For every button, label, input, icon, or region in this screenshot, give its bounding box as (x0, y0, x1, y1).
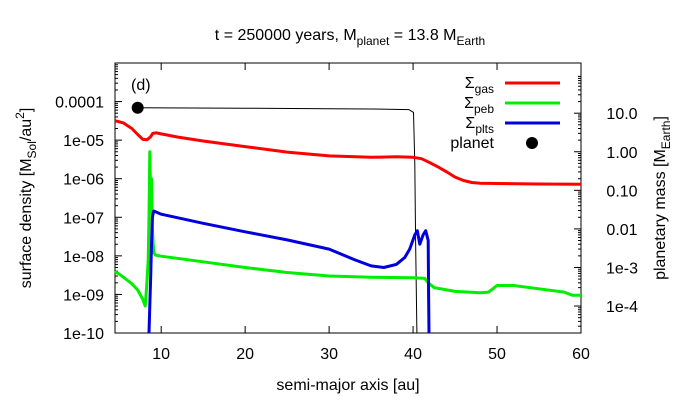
x-axis-label: semi-major axis [au] (276, 377, 419, 394)
chart-title: t = 250000 years, Mplanet = 13.8 MEarth (215, 27, 485, 48)
y-axis-left: 0.0001 1e-05 1e-06 1e-07 1e-08 1e-09 1e-10 (55, 64, 122, 343)
y-axis-right: 10.0 1.00 0.10 0.01 1e-3 1e-4 (574, 62, 638, 334)
y-right-tick-label: 1.00 (606, 145, 637, 162)
x-tick-label: 60 (572, 346, 590, 363)
planet-mass-line (137, 107, 418, 334)
y-left-tick-label: 1e-07 (63, 210, 104, 227)
x-tick-label: 40 (404, 346, 422, 363)
x-axis: 10 20 30 40 50 60 (152, 63, 590, 363)
y-left-tick-label: 1e-06 (63, 172, 104, 189)
plot-frame (114, 62, 582, 334)
legend-label-planet: planet (450, 135, 494, 152)
planetesimal-surface-density-line (147, 209, 431, 334)
gas-surface-density-line (114, 119, 582, 186)
planet-marker (131, 101, 144, 114)
x-tick-label: 30 (320, 346, 338, 363)
y-left-tick-label: 1e-10 (63, 326, 104, 343)
pebble-surface-density-line (114, 150, 581, 308)
legend-label-peb: Σpeb (464, 95, 494, 116)
y-right-tick-label: 10.0 (606, 106, 637, 123)
legend-marker-planet (526, 137, 538, 149)
y-axis-left-label: surface density [MSol/au2] (13, 108, 39, 289)
y-left-tick-label: 1e-09 (63, 287, 104, 304)
y-right-tick-label: 1e-3 (606, 260, 638, 277)
legend-label-gas: Σgas (465, 75, 494, 96)
y-right-tick-label: 1e-4 (606, 299, 638, 316)
x-tick-label: 10 (152, 346, 170, 363)
x-tick-label: 50 (488, 346, 506, 363)
panel-label: (d) (131, 77, 151, 94)
y-left-tick-label: 1e-05 (63, 133, 104, 150)
series-group (114, 101, 582, 334)
legend-label-plts: Σplts (465, 115, 494, 136)
y-left-tick-label: 0.0001 (55, 95, 104, 112)
y-right-tick-label: 0.01 (606, 222, 637, 239)
y-left-tick-label: 1e-08 (63, 249, 104, 266)
y-right-tick-label: 0.10 (606, 183, 637, 200)
y-axis-right-label: planetary mass [MEarth] (652, 116, 673, 280)
x-tick-label: 20 (236, 346, 254, 363)
